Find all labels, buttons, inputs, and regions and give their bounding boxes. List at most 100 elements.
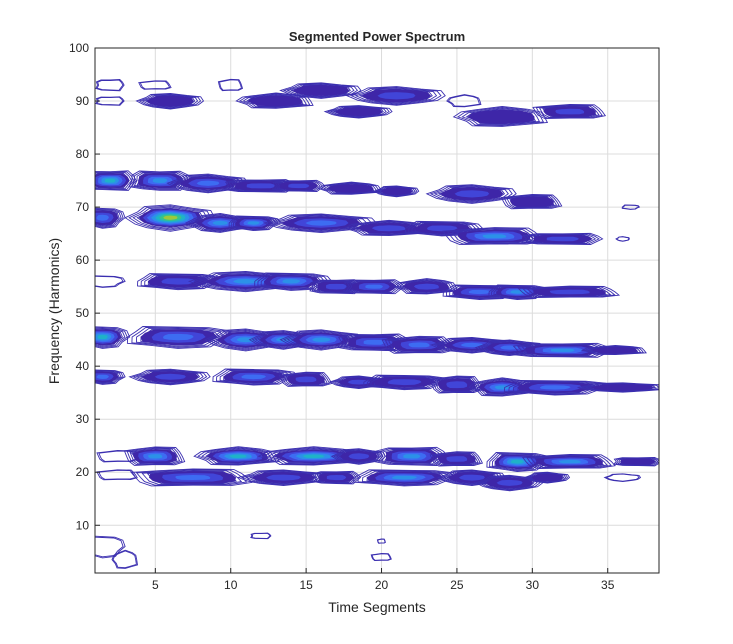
contour-line <box>330 448 386 465</box>
contour-line <box>138 80 172 90</box>
contour-fill-level <box>302 454 324 459</box>
contour-peak <box>353 469 462 487</box>
contour-fill-level <box>427 225 458 232</box>
contour-fill-level <box>282 279 301 284</box>
contour-peak <box>372 185 420 198</box>
contour-fill-level <box>468 289 491 295</box>
contour-fill-level <box>161 278 196 285</box>
contour-line <box>131 171 190 190</box>
y-tick-label: 10 <box>76 518 90 532</box>
contour-line <box>336 333 411 352</box>
contour-line <box>190 214 247 232</box>
contour-line <box>244 470 321 485</box>
contour-fill-level <box>288 183 310 189</box>
contour-line <box>112 550 137 569</box>
contour-line <box>95 275 124 288</box>
contour-peak <box>128 368 211 386</box>
contour-line <box>95 209 122 227</box>
contour-peak <box>345 86 446 106</box>
x-axis-label: Time Segments <box>328 599 426 615</box>
x-tick-label: 15 <box>299 578 313 592</box>
contour-line <box>605 473 640 482</box>
contour-line <box>132 206 208 230</box>
x-tick-label: 25 <box>450 578 464 592</box>
contour-line <box>226 179 295 193</box>
contour-fill-level <box>591 384 655 391</box>
contour-fill-level <box>312 337 331 342</box>
contour-line <box>95 328 126 347</box>
axes-box <box>94 47 660 574</box>
contour-fill-level <box>305 220 337 226</box>
contour-line <box>96 469 138 481</box>
contour-fill-level <box>241 374 266 380</box>
contour-fill-level <box>510 459 524 464</box>
x-tick-label: 10 <box>224 578 238 592</box>
y-tick-label: 40 <box>76 359 90 373</box>
contour-line <box>456 107 545 126</box>
contour-fill-level <box>371 225 406 232</box>
contour-line <box>111 549 139 569</box>
contour-peak <box>193 446 281 466</box>
contour-line <box>242 94 308 108</box>
contour-line <box>612 457 659 467</box>
contour-line <box>323 105 393 119</box>
contour-fill-level <box>175 475 211 480</box>
contour-line <box>398 279 453 294</box>
contour-peak <box>95 369 126 385</box>
contour-line <box>617 457 659 466</box>
contour-peak <box>278 371 333 387</box>
contour-line <box>480 340 538 355</box>
contour-fill-level <box>494 385 510 390</box>
y-axis-label: Frequency (Harmonics) <box>46 238 62 384</box>
contour-peak <box>510 342 614 358</box>
contour-fill-level <box>620 458 656 465</box>
contour-line <box>362 470 452 485</box>
contour-line <box>286 83 355 98</box>
contour-line <box>508 380 608 395</box>
contour-line <box>503 194 560 209</box>
contour-line <box>279 82 362 99</box>
contour-line <box>98 469 137 480</box>
contour-fill-level <box>97 334 108 340</box>
contour-line <box>260 273 326 290</box>
x-tick-label: 35 <box>601 578 615 592</box>
contour-line <box>95 79 125 92</box>
contour-line <box>276 180 321 191</box>
contour-line <box>135 370 204 384</box>
contour-peak <box>374 446 449 466</box>
contour-fill-level <box>162 333 194 341</box>
contour-fill-level <box>365 284 383 289</box>
contour-peak <box>580 345 647 356</box>
contour-line <box>384 336 453 354</box>
plot-area <box>95 48 659 573</box>
y-tick-label: 100 <box>69 41 89 55</box>
contour-peak <box>532 103 607 120</box>
y-tick-label: 90 <box>76 94 90 108</box>
contour-peak <box>212 368 300 386</box>
contour-peak <box>452 106 549 127</box>
contour-fill-level <box>233 279 259 284</box>
contour-line <box>510 342 614 358</box>
contour-line <box>95 171 135 191</box>
contour-line <box>381 335 456 354</box>
contour-line <box>477 340 541 356</box>
contour-line <box>490 285 547 300</box>
contour-line <box>429 451 484 467</box>
contour-fill-level <box>549 289 590 295</box>
contour-peak <box>621 204 641 210</box>
contour-line <box>95 326 131 349</box>
contour-line <box>141 469 243 485</box>
contour-peak <box>503 379 613 396</box>
contour-line <box>311 470 362 485</box>
contour-fill-level <box>550 348 575 352</box>
contour-line <box>95 370 124 385</box>
contour-peak <box>328 375 389 389</box>
contour-line <box>283 373 328 386</box>
contour-line <box>526 286 612 297</box>
contour-peak <box>517 285 621 298</box>
contour-fill-level <box>348 453 370 460</box>
contour-line <box>622 204 640 210</box>
contour-peak <box>95 275 126 288</box>
contour-peak <box>124 204 216 232</box>
contour-line <box>489 452 549 472</box>
